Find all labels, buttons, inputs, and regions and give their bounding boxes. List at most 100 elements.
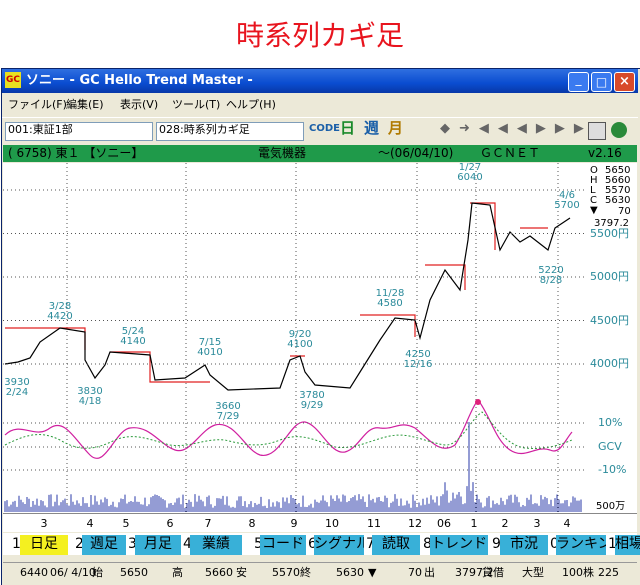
status-item: 始 xyxy=(92,566,103,579)
tab-label[interactable]: 市況 xyxy=(500,535,548,555)
status-item: 大型 xyxy=(522,566,544,579)
month-label: 12 xyxy=(408,517,422,530)
annotation-price: 4250 xyxy=(405,349,431,361)
period-button[interactable]: 週 xyxy=(364,119,380,137)
tab-label[interactable]: 相場 xyxy=(615,535,640,555)
menu-item[interactable]: ヘルプ(H) xyxy=(226,98,276,111)
y-tick-label: 4500円 xyxy=(590,313,629,327)
ohlc-value: 5660 xyxy=(605,175,631,186)
volume-ratio: 3797.2 xyxy=(594,218,629,229)
month-label: 3 xyxy=(533,517,541,530)
ohlc-label: C xyxy=(590,195,597,206)
title-bar xyxy=(2,69,638,93)
tab-key[interactable]: 4 xyxy=(183,536,192,552)
annotation-date: 3/28 xyxy=(48,301,72,313)
annotation-date: 12/16 xyxy=(403,359,433,371)
annotation-price: 6040 xyxy=(457,172,483,183)
ohlc-label: H xyxy=(590,175,598,186)
tab-key[interactable]: 3 xyxy=(128,536,137,552)
window-title: ソニー - GC Hello Trend Master - xyxy=(26,73,253,88)
status-item: 70 xyxy=(408,566,422,579)
info-text: ( 6758) 東１ 【ソニー】 xyxy=(8,146,144,160)
annotation-date: 9/20 xyxy=(288,329,312,341)
menu-bar xyxy=(2,94,638,116)
tab-key[interactable]: 7 xyxy=(366,536,375,552)
tab-label[interactable]: 業績 xyxy=(190,535,242,555)
close-button[interactable]: × xyxy=(614,72,635,92)
status-bar xyxy=(3,562,637,583)
tab-key[interactable]: 1 xyxy=(608,536,617,552)
code-button[interactable]: CODE xyxy=(309,123,340,134)
tab-label[interactable]: コード xyxy=(260,535,306,555)
month-label: 3 xyxy=(40,517,48,530)
period-button[interactable]: 月 xyxy=(388,119,404,137)
status-item: 06/ 4/10 xyxy=(50,566,96,579)
tab-label[interactable]: 日足 xyxy=(20,535,68,555)
tab-key[interactable]: 8 xyxy=(423,536,432,552)
menu-item[interactable]: 表示(V) xyxy=(120,98,159,111)
chart-area xyxy=(3,163,637,513)
tab-key[interactable]: 9 xyxy=(492,536,501,552)
tab-label[interactable]: 月足 xyxy=(135,535,181,555)
tab-label[interactable]: ランキング xyxy=(556,535,606,555)
annotation-price: 4140 xyxy=(120,335,146,347)
status-item: 5630 xyxy=(336,566,364,579)
volume-label: 500万 xyxy=(596,501,626,512)
menu-item[interactable]: 編集(E) xyxy=(66,98,104,111)
tab-key[interactable]: 6 xyxy=(308,536,317,552)
heading: 時系列カギ足 xyxy=(235,19,404,52)
status-item: 100株 xyxy=(562,566,594,579)
annotation-price: 4420 xyxy=(47,311,73,323)
globe-icon[interactable] xyxy=(611,122,627,138)
annotation-date: 7/15 xyxy=(198,337,222,349)
tab-key[interactable]: 1 xyxy=(12,536,21,552)
month-label: 5 xyxy=(122,517,130,530)
annotation-price: 3930 xyxy=(4,377,30,389)
annotation-date: 5/24 xyxy=(121,325,145,337)
annotation-date: 4/6 xyxy=(558,190,576,202)
status-item: 5570 xyxy=(272,566,300,579)
annotation-price: 3830 xyxy=(77,385,103,397)
menu-item[interactable]: ファイル(F) xyxy=(8,98,67,111)
status-item: 安 xyxy=(236,566,247,579)
info-text: ～(06/04/10) xyxy=(378,146,454,160)
signal-dot xyxy=(475,399,481,405)
info-text: v2.16 xyxy=(588,146,622,160)
grid xyxy=(3,163,585,512)
ohlc-value: 5630 xyxy=(605,195,631,206)
annotation-date: 8/28 xyxy=(539,274,563,286)
month-label: 2 xyxy=(501,517,509,530)
period-button[interactable]: 日 xyxy=(340,119,356,137)
annotation-date: 9/29 xyxy=(300,400,324,412)
info-text: ＧＣＮＥＴ xyxy=(480,146,541,160)
annotation-date: 11/28 xyxy=(375,287,405,299)
ohlc-label: L xyxy=(590,185,596,196)
tab-label[interactable]: トレンド xyxy=(430,535,488,555)
info-bar xyxy=(3,145,637,162)
month-label: 4 xyxy=(563,517,571,530)
month-label: 1 xyxy=(470,517,478,530)
annotation-price: 3660 xyxy=(215,400,241,412)
month-label: 4 xyxy=(86,517,94,530)
nav-icons[interactable]: ◆➜◀◀◀▶▶▶ xyxy=(440,121,593,136)
chart-type-combo[interactable]: 028:時系列カギ足 xyxy=(156,122,304,141)
menu-item[interactable]: ツール(T) xyxy=(172,98,221,111)
tab-key[interactable]: 2 xyxy=(75,536,84,552)
maximize-button[interactable]: □ xyxy=(591,72,612,92)
tab-label[interactable]: 読取 xyxy=(372,535,420,555)
config-icon[interactable] xyxy=(588,122,606,140)
tab-label[interactable]: シグナル xyxy=(314,535,364,555)
tab-key[interactable]: 0 xyxy=(550,536,559,552)
annotation-date: 1/27 xyxy=(458,162,482,173)
market-combo[interactable]: 001:東証1部 xyxy=(5,122,153,141)
minimize-button[interactable]: _ xyxy=(568,72,589,92)
tab-label[interactable]: 週足 xyxy=(82,535,126,555)
signal-line xyxy=(4,411,573,449)
change-arrow: ▼ xyxy=(590,205,598,216)
tab-key[interactable]: 5 xyxy=(254,536,263,552)
annotation-price: 5220 xyxy=(538,264,564,276)
annotation-price: 5700 xyxy=(554,200,580,212)
annotation-price: 4580 xyxy=(377,297,403,309)
oscillator-line xyxy=(4,399,573,459)
month-label: 11 xyxy=(367,517,381,530)
